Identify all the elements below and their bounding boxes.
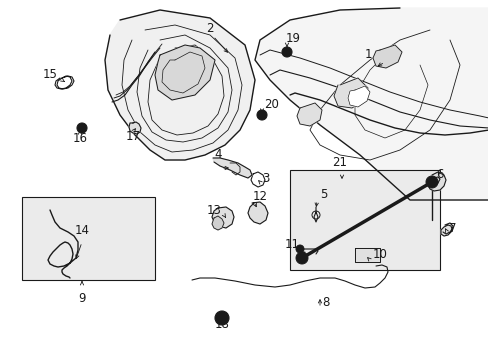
Polygon shape (427, 172, 445, 191)
Polygon shape (212, 207, 234, 228)
Text: 6: 6 (435, 168, 443, 181)
Text: 5: 5 (320, 189, 327, 202)
Polygon shape (254, 8, 488, 200)
Polygon shape (296, 103, 321, 126)
Text: 17: 17 (125, 130, 140, 143)
Text: 10: 10 (372, 248, 386, 261)
Circle shape (257, 110, 266, 120)
Text: 15: 15 (42, 68, 57, 81)
Text: 19: 19 (285, 31, 300, 45)
Text: 16: 16 (72, 131, 87, 144)
Text: 13: 13 (206, 203, 221, 216)
Polygon shape (354, 248, 379, 262)
Text: 20: 20 (264, 99, 279, 112)
Text: 18: 18 (214, 319, 229, 332)
Text: 11: 11 (284, 238, 299, 251)
Polygon shape (129, 122, 141, 134)
Circle shape (282, 47, 291, 57)
Circle shape (77, 123, 87, 133)
Text: 9: 9 (78, 292, 85, 305)
Text: 14: 14 (74, 225, 89, 238)
Polygon shape (347, 86, 369, 107)
Circle shape (215, 311, 228, 325)
Polygon shape (213, 158, 251, 178)
Circle shape (295, 245, 304, 253)
Text: 2: 2 (206, 22, 213, 35)
Polygon shape (333, 78, 367, 108)
Polygon shape (105, 10, 254, 160)
Text: 12: 12 (252, 190, 267, 203)
Text: 8: 8 (322, 296, 329, 309)
Text: 1: 1 (364, 49, 371, 62)
Polygon shape (440, 223, 452, 236)
Text: 3: 3 (262, 171, 269, 184)
Text: 21: 21 (332, 156, 347, 168)
Bar (22, 197, 155, 280)
Polygon shape (247, 202, 267, 224)
Polygon shape (372, 45, 401, 68)
Text: 7: 7 (448, 221, 456, 234)
Circle shape (425, 176, 437, 188)
Polygon shape (212, 216, 224, 230)
Polygon shape (155, 45, 215, 100)
Bar (289, 170, 439, 270)
Circle shape (295, 252, 307, 264)
Text: 4: 4 (214, 148, 221, 162)
